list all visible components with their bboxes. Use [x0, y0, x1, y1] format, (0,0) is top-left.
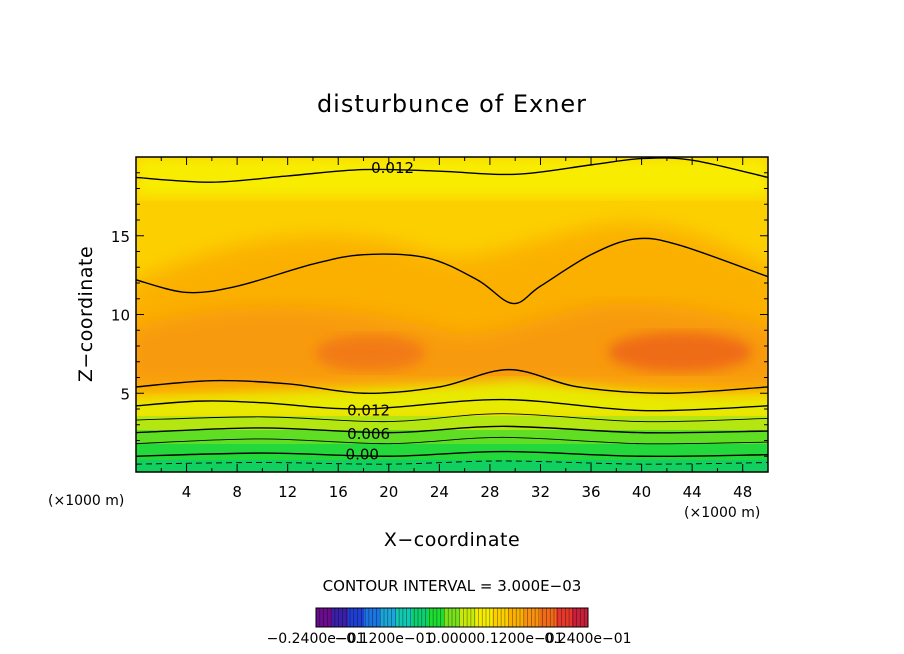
colorbar [316, 608, 589, 627]
field-light-green [136, 430, 768, 444]
contour-label: 0.012 [347, 402, 390, 420]
x-tick-label: 36 [581, 483, 600, 501]
colorbar-tick-label: 0.1200e−01 [476, 631, 563, 647]
colorbar-swatch [332, 608, 349, 627]
y-axis-label: Z−coordinate [75, 246, 97, 382]
contour-line [136, 436, 768, 445]
colorbar-swatch [348, 608, 365, 627]
contour-line [136, 413, 768, 423]
colorbar-swatch [524, 608, 541, 627]
colorbar-swatch [396, 608, 413, 627]
field-deep-green [136, 460, 768, 472]
x-tick-label: 48 [733, 483, 752, 501]
contour-line [136, 425, 768, 434]
contour-line [136, 237, 768, 305]
x-tick-label: 16 [329, 483, 348, 501]
colorbar-tick-label: 0.2400e−01 [544, 631, 631, 647]
colorbar-swatch [492, 608, 509, 627]
colorbar-swatch [476, 608, 493, 627]
x-tick-label: 44 [683, 483, 702, 501]
y-tick-labels: 5 10 15 [111, 228, 130, 404]
colorbar-swatch [428, 608, 445, 627]
y-unit-label: (×1000 m) [48, 493, 124, 509]
colorbar-frame [315, 607, 589, 628]
x-tick-label: 20 [379, 483, 398, 501]
colorbar-swatch [460, 608, 477, 627]
x-tick-label: 32 [531, 483, 550, 501]
x-tick-label: 28 [480, 483, 499, 501]
contour-line [136, 368, 768, 395]
field-core-band [136, 304, 768, 385]
contour-lines [136, 157, 768, 465]
colorbar-tick-label: 0.0000 [428, 631, 477, 647]
contour-line [136, 398, 768, 412]
field-green [136, 444, 768, 460]
x-tick-labels: 4 8 12 16 20 24 28 32 36 40 44 48 [182, 483, 752, 501]
y-tick-label: 15 [111, 228, 130, 246]
colorbar-swatch [316, 608, 333, 627]
axis-ticks [136, 157, 768, 472]
contour-label: 0.012 [371, 159, 414, 177]
plot-area [136, 157, 768, 472]
contour-labels: 0.012 0.012 0.006 0.00 [346, 159, 415, 464]
contour-line [136, 157, 768, 183]
x-tick-label: 12 [278, 483, 297, 501]
contour-line [136, 450, 768, 458]
colorbar-labels: −0.2400e−01 −0.1200e−01 0.0000 0.1200e−0… [267, 631, 632, 647]
field-max-right [608, 332, 752, 372]
colorbar-swatch [412, 608, 429, 627]
colorbar-swatch [540, 608, 557, 627]
x-axis-label: X−coordinate [384, 529, 520, 551]
x-tick-label: 4 [182, 483, 192, 501]
field-lower-yellow [136, 380, 768, 420]
contour-label: 0.00 [346, 446, 379, 464]
y-tick-label: 5 [120, 385, 130, 403]
x-unit-label: (×1000 m) [684, 505, 760, 521]
y-tick-label: 10 [111, 307, 130, 325]
chart-title: disturbunce of Exner [317, 90, 587, 118]
colorbar-swatch [556, 608, 573, 627]
colorbar-tick-label: −0.2400e−01 [267, 631, 366, 647]
contour-line [136, 460, 768, 465]
x-tick-label: 40 [632, 483, 651, 501]
colorbar-swatch [380, 608, 397, 627]
colorbar-swatch [364, 608, 381, 627]
contour-label: 0.006 [347, 425, 390, 443]
field-yellow-green [136, 416, 768, 430]
x-tick-label: 24 [430, 483, 449, 501]
field-top-band [136, 157, 768, 197]
x-tick-label: 8 [232, 483, 242, 501]
field-max-left [315, 335, 425, 371]
contour-interval-label: CONTOUR INTERVAL = 3.000E−03 [323, 577, 582, 595]
colorbar-tick-label: −0.1200e−01 [335, 631, 434, 647]
